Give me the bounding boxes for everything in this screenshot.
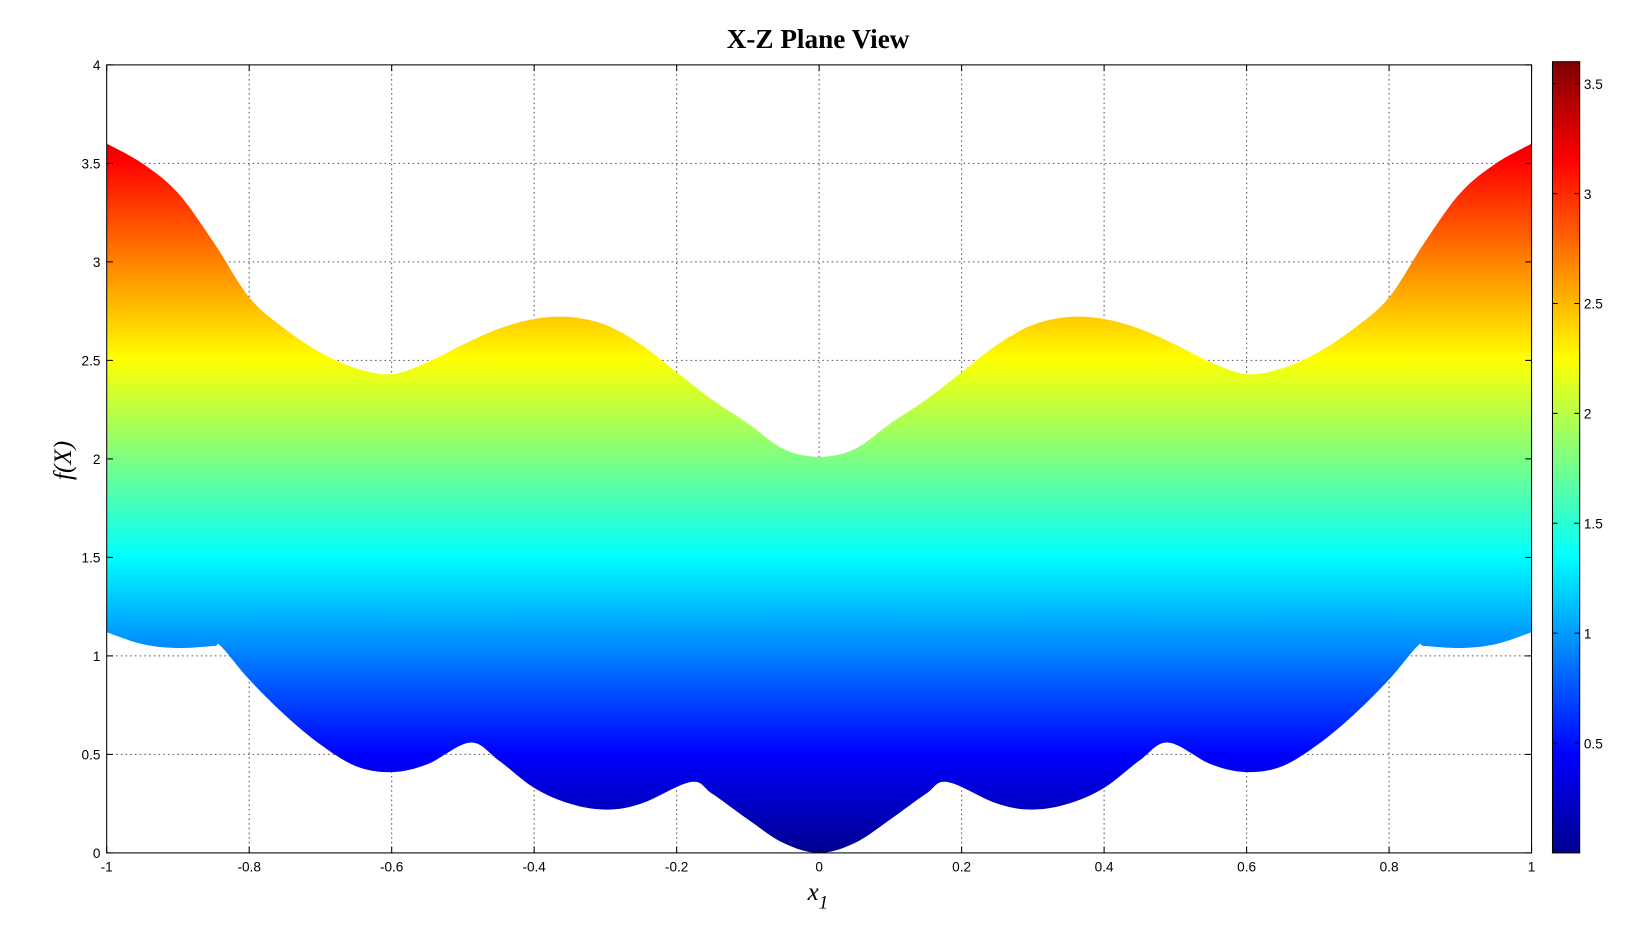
y-tick-label: 0 <box>93 846 101 861</box>
x-axis-label: x1 <box>807 879 829 913</box>
y-tick-label: 2 <box>93 452 101 467</box>
colorbar-tick-label: 3 <box>1584 187 1592 202</box>
x-axis-label-subscript: 1 <box>819 892 828 913</box>
y-axis-ticks: 0 0.5 1 1.5 2 2.5 3 3.5 4 <box>82 58 1532 861</box>
colorbar-tick-label: 2 <box>1584 407 1592 422</box>
y-tick-label: 2.5 <box>82 354 101 369</box>
x-tick-label: 1 <box>1528 860 1536 875</box>
x-tick-label: 0.4 <box>1095 860 1114 875</box>
x-tick-label: 0.6 <box>1237 860 1256 875</box>
chart-title: X-Z Plane View <box>727 24 910 54</box>
x-tick-label: -0.4 <box>522 860 546 875</box>
x-tick-label: -0.2 <box>665 860 688 875</box>
x-axis-ticks: -1 -0.8 -0.6 -0.4 -0.2 0 0.2 0.4 0.6 0.8 1 <box>101 64 1536 875</box>
y-tick-label: 3.5 <box>82 157 101 172</box>
x-axis-label-main: x <box>807 879 819 906</box>
y-tick-label: 3 <box>93 255 101 270</box>
y-axis-label: f(X) <box>50 441 77 480</box>
y-tick-label: 1 <box>93 649 101 664</box>
x-tick-label: -0.8 <box>237 860 260 875</box>
colorbar <box>1551 61 1581 854</box>
colorbar-ticks: 0.5 1 1.5 2 2.5 3 3.5 <box>1552 77 1603 751</box>
surface-projection-area <box>106 143 1532 853</box>
x-tick-label: 0.8 <box>1380 860 1399 875</box>
x-tick-label: -0.6 <box>380 860 403 875</box>
y-tick-label: 0.5 <box>82 748 101 763</box>
x-tick-label: -1 <box>101 860 113 875</box>
y-tick-label: 4 <box>93 58 101 73</box>
colorbar-tick-label: 2.5 <box>1584 297 1603 312</box>
colorbar-tick-label: 1 <box>1584 626 1592 641</box>
colorbar-tick-label: 1.5 <box>1584 516 1603 531</box>
y-tick-label: 1.5 <box>82 551 101 566</box>
x-tick-label: 0 <box>815 860 823 875</box>
x-tick-label: 0.2 <box>952 860 971 875</box>
colorbar-tick-label: 3.5 <box>1584 77 1603 92</box>
colorbar-tick-label: 0.5 <box>1584 736 1603 751</box>
